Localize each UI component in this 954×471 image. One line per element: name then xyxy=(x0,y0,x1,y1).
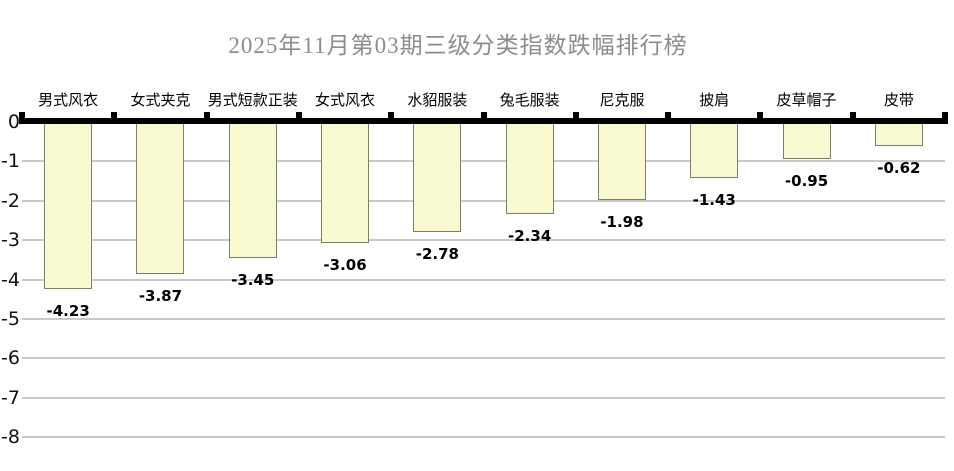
category-label: 皮带 xyxy=(883,93,914,109)
category-label: 披肩 xyxy=(699,93,730,109)
y-axis-label: -1 xyxy=(1,150,20,173)
axis-tick xyxy=(111,112,118,124)
category-label: 水貂服装 xyxy=(407,93,468,109)
axis-tick xyxy=(849,112,856,124)
bar xyxy=(413,122,462,232)
value-label: -3.45 xyxy=(231,270,275,289)
value-label: -0.62 xyxy=(877,159,921,178)
bar xyxy=(136,122,185,275)
axis-tick xyxy=(572,112,579,124)
axis-tick xyxy=(480,112,487,124)
axis-tick xyxy=(19,112,25,124)
gridline xyxy=(22,160,945,163)
value-label: -3.06 xyxy=(323,255,367,274)
axis-tick xyxy=(388,112,395,124)
gridline xyxy=(22,199,945,202)
category-label: 皮草帽子 xyxy=(776,93,837,109)
axis-tick xyxy=(203,112,210,124)
value-label: -3.87 xyxy=(138,287,183,306)
bar xyxy=(597,122,646,200)
category-label: 兔毛服装 xyxy=(499,93,560,109)
bar xyxy=(505,122,554,215)
axis-tick xyxy=(757,112,764,124)
bar xyxy=(782,122,831,160)
bar xyxy=(44,122,93,289)
bar xyxy=(690,122,739,179)
y-axis-label: -5 xyxy=(1,308,20,330)
y-axis-label: -2 xyxy=(1,189,20,212)
bar xyxy=(321,122,370,243)
value-label: -2.78 xyxy=(415,244,459,263)
axis-tick xyxy=(295,112,302,124)
gridline xyxy=(22,436,945,439)
chart-title: 2025年11月第03期三级分类指数跌幅排行榜 xyxy=(228,33,688,58)
y-axis-label: -8 xyxy=(1,426,20,449)
y-axis-label: 0 xyxy=(7,111,20,133)
gridline xyxy=(22,278,945,281)
axis-tick xyxy=(665,112,672,124)
value-label: -4.23 xyxy=(46,301,90,320)
y-axis-label: -4 xyxy=(1,268,20,291)
y-axis-label: -6 xyxy=(1,347,20,370)
value-label: -2.34 xyxy=(508,227,552,246)
gridline xyxy=(22,318,945,320)
bar xyxy=(228,122,277,258)
bar xyxy=(874,122,923,147)
category-label: 男式短款正装 xyxy=(207,93,298,109)
value-label: -0.95 xyxy=(784,172,829,191)
value-label: -1.43 xyxy=(692,191,736,210)
gridline xyxy=(22,357,945,360)
axis-tick xyxy=(942,112,948,124)
category-label: 男式风衣 xyxy=(38,93,99,109)
gridline xyxy=(22,239,945,242)
y-axis-label: -7 xyxy=(1,386,20,409)
category-label: 尼克服 xyxy=(599,93,645,109)
value-label: -1.98 xyxy=(600,213,644,231)
y-axis-label: -3 xyxy=(1,229,20,252)
gridline xyxy=(22,396,945,399)
category-label: 女式夹克 xyxy=(130,93,191,109)
category-label: 女式风衣 xyxy=(315,93,376,109)
